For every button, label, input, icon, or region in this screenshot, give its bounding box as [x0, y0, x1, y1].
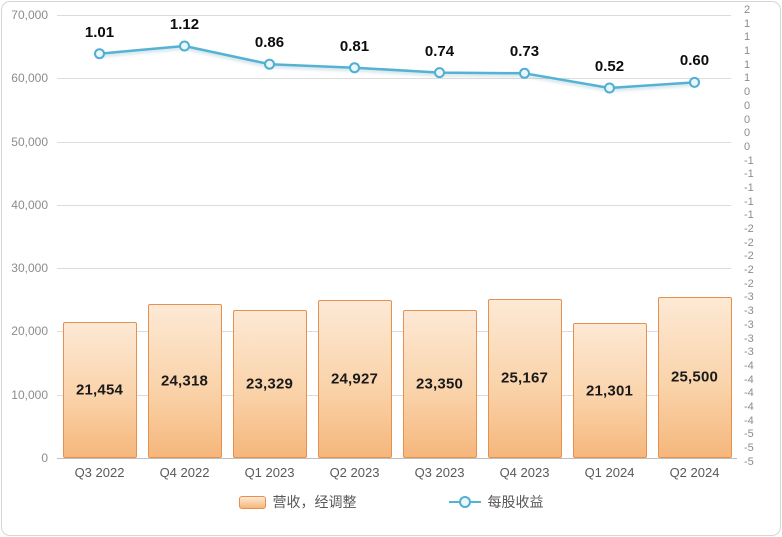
y-axis-label-right: 1	[744, 17, 751, 30]
y-axis-label-right: -1	[744, 168, 754, 181]
line-marker	[434, 67, 445, 79]
eps-value-label: 1.12	[169, 16, 200, 33]
gridline	[57, 394, 731, 396]
bar-q4-2022: 24,318	[147, 304, 222, 458]
y-axis-label-left: 40,000	[11, 197, 48, 212]
y-axis-label-left: 0	[41, 451, 48, 465]
y-axis-label-left: 10,000	[11, 387, 48, 402]
gridline	[57, 331, 731, 333]
revenue-value-label: 21,301	[585, 382, 634, 400]
y-axis-label-right: -1	[744, 209, 754, 222]
y-axis-label-right: 2	[744, 4, 751, 16]
revenue-value-label: 21,454	[75, 381, 124, 399]
y-axis-label-right: -3	[744, 291, 754, 304]
x-axis-label-q2-2024: Q2 2024	[669, 465, 720, 480]
eps-value-label: 1.01	[84, 23, 115, 41]
y-axis-label-right: 0	[744, 86, 751, 99]
y-axis-label-right: 0	[744, 140, 751, 153]
y-axis-label-right: -3	[744, 346, 754, 359]
y-axis-label-right: 1	[744, 72, 751, 85]
y-axis-label-right: 0	[744, 113, 751, 126]
y-axis-label-right: -4	[744, 414, 754, 427]
line-marker	[264, 58, 275, 70]
y-axis-label-right: -2	[744, 264, 754, 277]
x-axis-label-q3-2023: Q3 2023	[414, 465, 465, 480]
legend-item-revenue: 营收，经调整	[238, 492, 357, 512]
y-axis-label-right: -2	[744, 277, 754, 290]
revenue-value-label: 23,329	[245, 375, 294, 393]
y-axis-label-right: -4	[744, 400, 754, 413]
x-axis-label-q3-2022: Q3 2022	[74, 465, 125, 480]
eps-value-label: 0.52	[594, 58, 625, 75]
bar-q2-2023: 24,927	[317, 300, 392, 458]
y-axis-label-right: -1	[744, 195, 754, 208]
y-axis-label-right: -4	[744, 359, 754, 372]
revenue-value-label: 24,318	[160, 372, 209, 390]
y-axis-label-right: -1	[744, 181, 754, 194]
eps-value-label: 0.60	[679, 52, 710, 70]
x-axis-label-q4-2023: Q4 2023	[499, 465, 550, 480]
y-axis-label-right: -2	[744, 223, 754, 235]
revenue-value-label: 23,350	[415, 375, 464, 393]
y-axis-label-right: -2	[744, 250, 754, 263]
y-axis-label-left: 30,000	[11, 261, 48, 276]
y-axis-label-left: 60,000	[11, 71, 48, 86]
gridline	[57, 204, 731, 206]
y-axis-label-left: 50,000	[11, 134, 48, 149]
legend-label-revenue: 营收，经调整	[272, 494, 357, 510]
gridline	[57, 268, 731, 270]
bar-swatch-icon	[238, 495, 266, 509]
y-axis-label-right: -3	[744, 305, 754, 318]
right-value-axis: 2 1 1 1 1 1 0 0 0 0 0 -1 -1 -1 -1 -1 -2 -2 -2 -2 -2 -3 -3 -3 -3-…	[744, 5, 778, 468]
line-marker	[604, 82, 615, 94]
y-axis-label-right: -3	[744, 318, 754, 331]
x-axis-label-q2-2023: Q2 2023	[329, 465, 380, 480]
y-axis-label-right: 0	[744, 99, 751, 112]
y-axis-label-right: 1	[744, 58, 751, 71]
revenue-value-label: 24,927	[330, 370, 379, 388]
y-axis-label-right: -4	[744, 373, 754, 386]
legend-item-eps: 每股收益	[448, 492, 544, 512]
line-marker	[179, 40, 190, 52]
revenue-value-label: 25,500	[670, 368, 719, 386]
line-marker-icon	[448, 496, 481, 508]
y-axis-label-right: -2	[744, 236, 754, 249]
bar-q3-2022: 21,454	[62, 322, 137, 458]
x-axis-line	[57, 458, 737, 459]
eps-value-label: 0.81	[339, 37, 370, 55]
y-axis-label-right: -4	[744, 387, 754, 400]
line-marker	[94, 48, 105, 60]
eps-value-label: 0.73	[509, 43, 540, 61]
y-axis-label-left: 20,000	[11, 324, 48, 339]
y-axis-label-right: -5	[744, 442, 754, 454]
bar-q2-2024: 25,500	[657, 296, 732, 458]
revenue-value-label: 25,167	[500, 369, 549, 387]
y-axis-label-right: 0	[744, 127, 751, 140]
x-axis-label-q4-2022: Q4 2022	[159, 465, 210, 480]
eps-value-label: 0.74	[424, 42, 455, 60]
y-axis-label-right: 1	[744, 45, 751, 58]
y-axis-label-right: -5	[744, 428, 754, 441]
legend-label-eps: 每股收益	[487, 494, 544, 510]
y-axis-label-right: -5	[744, 455, 754, 468]
gridline	[57, 78, 731, 80]
y-axis-label-left: 70,000	[11, 8, 48, 22]
bar-q1-2023: 23,329	[232, 310, 307, 458]
line-marker	[519, 67, 530, 79]
legend: 营收，经调整 每股收益	[0, 492, 782, 512]
y-axis-label-right: -1	[744, 154, 754, 167]
line-marker	[349, 62, 360, 74]
bar-q3-2023: 23,350	[402, 310, 477, 458]
bar-q1-2024: 21,301	[572, 323, 647, 458]
y-axis-label-right: -3	[744, 332, 754, 345]
y-axis-label-right: 1	[744, 31, 751, 44]
gridline	[57, 141, 731, 143]
circle-marker-icon	[458, 496, 471, 508]
x-axis-label-q1-2023: Q1 2023	[244, 465, 295, 480]
gridline	[57, 15, 731, 16]
eps-value-label: 0.86	[254, 34, 285, 52]
bar-q4-2023: 25,167	[487, 298, 562, 458]
x-axis-label-q1-2024: Q1 2024	[584, 465, 635, 480]
